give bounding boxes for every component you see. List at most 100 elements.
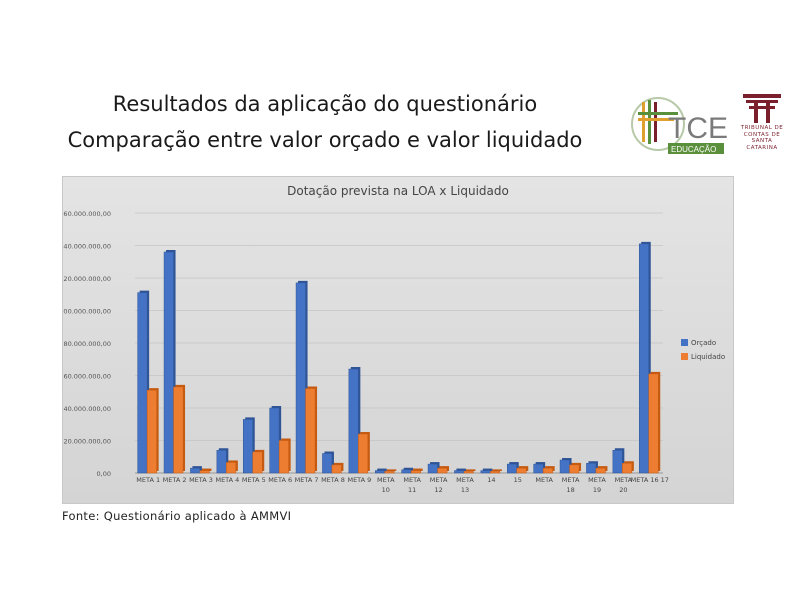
bar-orcado [612,450,623,474]
x-tick-label: META 8 [321,476,345,484]
x-tick-label: 13 [461,486,469,494]
legend-label: Orçado [691,339,716,347]
x-tick-label: 14 [487,476,495,484]
x-tick-label: META 6 [268,476,292,484]
legend-swatch [681,353,688,360]
bar-orcado [533,463,544,474]
bar-orcado [322,453,333,474]
bar-liquidado [648,373,659,474]
bar-depth-liquidado [386,469,397,471]
bar-liquidado [146,389,157,474]
x-tick-label: 12 [434,486,442,494]
bar-depth-liquidado [492,469,502,471]
bar-orcado [190,467,201,474]
x-tick-label: META [562,476,580,484]
bar-depth-liquidado [413,468,423,471]
bar-liquidado [463,471,474,474]
y-tick-label: 20.000.000,00 [63,438,111,446]
bar-liquidado [278,440,289,474]
slide-title-line1: Resultados da aplicação do questionário [112,92,538,116]
bar-orcado [427,463,438,474]
bar-orcado [163,251,174,474]
bar-orcado [401,469,412,474]
bar-liquidado [331,464,342,474]
tcesc-seal-logo [743,94,781,123]
x-tick-label: META 4 [215,476,239,484]
bar-depth-liquidado [201,468,212,471]
x-tick-label: 10 [382,486,390,494]
bar-orcado [454,470,465,474]
bar-orcado [295,282,306,474]
legend-label: Liquidado [691,353,725,361]
x-tick-label: META 16 17 [631,476,669,484]
bar-orcado [638,243,649,474]
x-tick-label: META 9 [347,476,371,484]
bar-liquidado [622,463,633,474]
x-tick-label: META [456,476,474,484]
bar-liquidado [305,388,316,474]
y-tick-label: 120.000.000,00 [63,275,111,283]
bar-liquidado [490,471,501,474]
x-tick-label: META 5 [242,476,266,484]
x-tick-label: 18 [566,486,574,494]
slide-title-line2: Comparação entre valor orçado e valor li… [67,128,583,152]
chart-panel: Dotação prevista na LOA x Liquidado 0,00… [62,176,734,504]
bar-liquidado [516,467,527,474]
bar-liquidado [595,467,606,474]
x-tick-label: META [377,476,395,484]
bar-liquidado [199,470,210,474]
x-tick-label: META [535,476,553,484]
bar-orcado [216,450,227,474]
x-tick-label: META [430,476,448,484]
y-tick-label: 160.000.000,00 [63,210,111,218]
x-tick-label: META 7 [295,476,319,484]
bar-liquidado [173,386,184,474]
bar-liquidado [410,470,421,474]
bar-orcado [269,407,280,474]
bar-orcado [348,368,359,474]
tce-logo-subtext: EDUCAÇÃO [671,145,716,154]
x-tick-label: 15 [514,476,522,484]
y-tick-label: 80.000.000,00 [63,340,111,348]
bar-liquidado [569,464,580,474]
bar-liquidado [437,467,448,474]
bar-liquidado [358,433,369,474]
x-tick-label: META 1 [136,476,160,484]
bar-liquidado [384,471,395,474]
x-tick-label: 11 [408,486,416,494]
y-tick-label: 140.000.000,00 [63,243,111,251]
tce-logo-text: TCE [668,112,728,145]
y-tick-label: 40.000.000,00 [63,405,111,413]
source-note: Fonte: Questionário aplicado à AMMVI [62,509,292,523]
tcesc-seal-text: TRIBUNAL DE CONTAS DE SANTA CATARINA [740,125,784,151]
bar-depth-orcado [403,467,414,471]
x-tick-label: 19 [593,486,601,494]
y-tick-label: 60.000.000,00 [63,373,111,381]
bar-depth-orcado [456,468,466,471]
bar-orcado [374,470,385,474]
bar-orcado [586,463,597,474]
tce-educacao-logo: TCE EDUCAÇÃO [631,97,728,154]
bar-orcado [242,419,253,474]
x-tick-label: META [615,476,633,484]
bar-liquidado [542,467,553,474]
bar-depth-liquidado [465,469,476,471]
bar-orcado [137,292,148,474]
bar-liquidado [226,462,237,474]
y-tick-label: 100.000.000,00 [63,308,111,316]
bar-orcado [480,470,491,474]
x-tick-label: META 3 [189,476,213,484]
bar-orcado [506,463,517,474]
legend-swatch [681,339,688,346]
x-tick-label: 20 [619,486,627,494]
chart-title: Dotação prevista na LOA x Liquidado [287,184,509,198]
y-tick-label: 0,00 [97,470,111,478]
bar-depth-orcado [482,468,493,471]
x-tick-label: META [588,476,606,484]
bar-orcado [559,459,570,474]
x-tick-label: META 2 [163,476,187,484]
bar-liquidado [252,451,263,474]
x-tick-label: META [403,476,421,484]
bar-chart: Dotação prevista na LOA x Liquidado 0,00… [63,184,725,494]
bar-depth-orcado [377,468,387,471]
